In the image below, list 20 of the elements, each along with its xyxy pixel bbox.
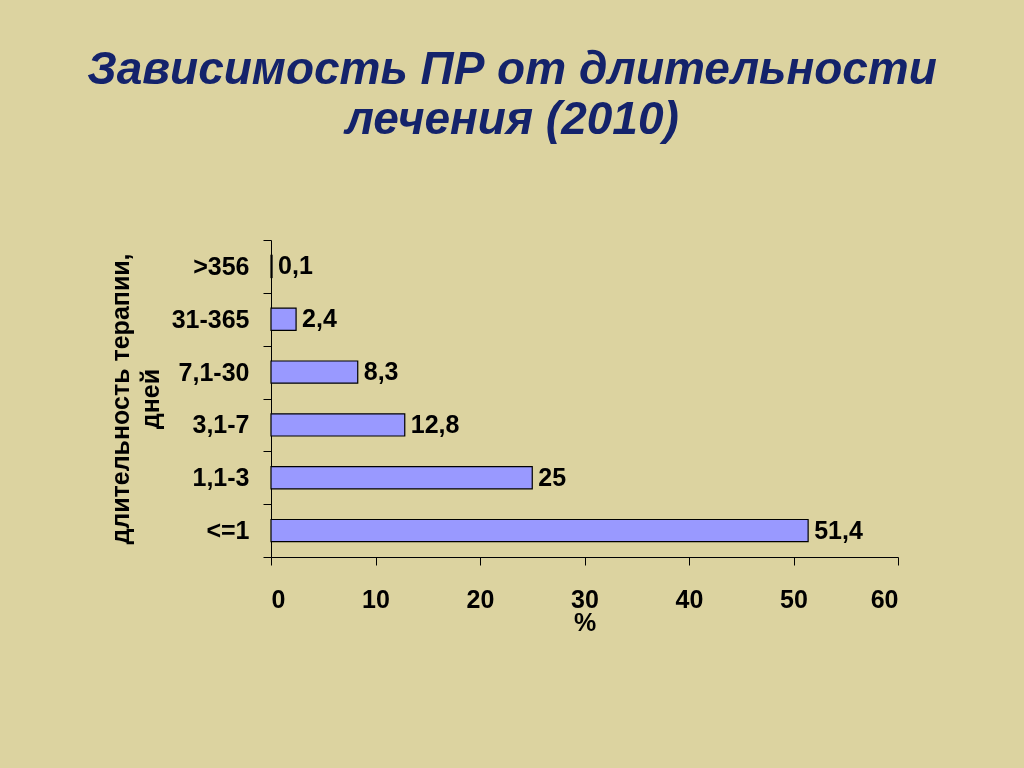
data-label: 51,4 [814,515,863,544]
chart-title: Зависимость ПР от длительности лечения (2010) [87,42,937,144]
y-tick-label: <=1 [206,516,250,545]
y-tick-label: 3,1-7 [192,410,250,439]
y-tick-label: 1,1-3 [192,463,250,492]
y-tick-label: 31-365 [171,304,250,333]
y-tick-label: 7,1-30 [178,357,250,386]
x-tick-label: 0 [271,584,286,613]
x-tick-label: 20 [466,584,495,613]
x-tick-label: 10 [362,584,390,613]
data-label: 25 [538,462,567,491]
data-label: 8,3 [363,357,399,386]
data-label: 12,8 [410,409,460,438]
x-tick-label: 50 [780,584,808,613]
y-axis-title: длительность терапии, дней [105,253,164,545]
x-tick-label: 60 [870,584,899,613]
y-tick-label: >356 [193,251,250,280]
x-tick-label: 40 [675,584,704,613]
data-label: 2,4 [302,304,337,333]
data-label: 0,1 [278,251,313,280]
